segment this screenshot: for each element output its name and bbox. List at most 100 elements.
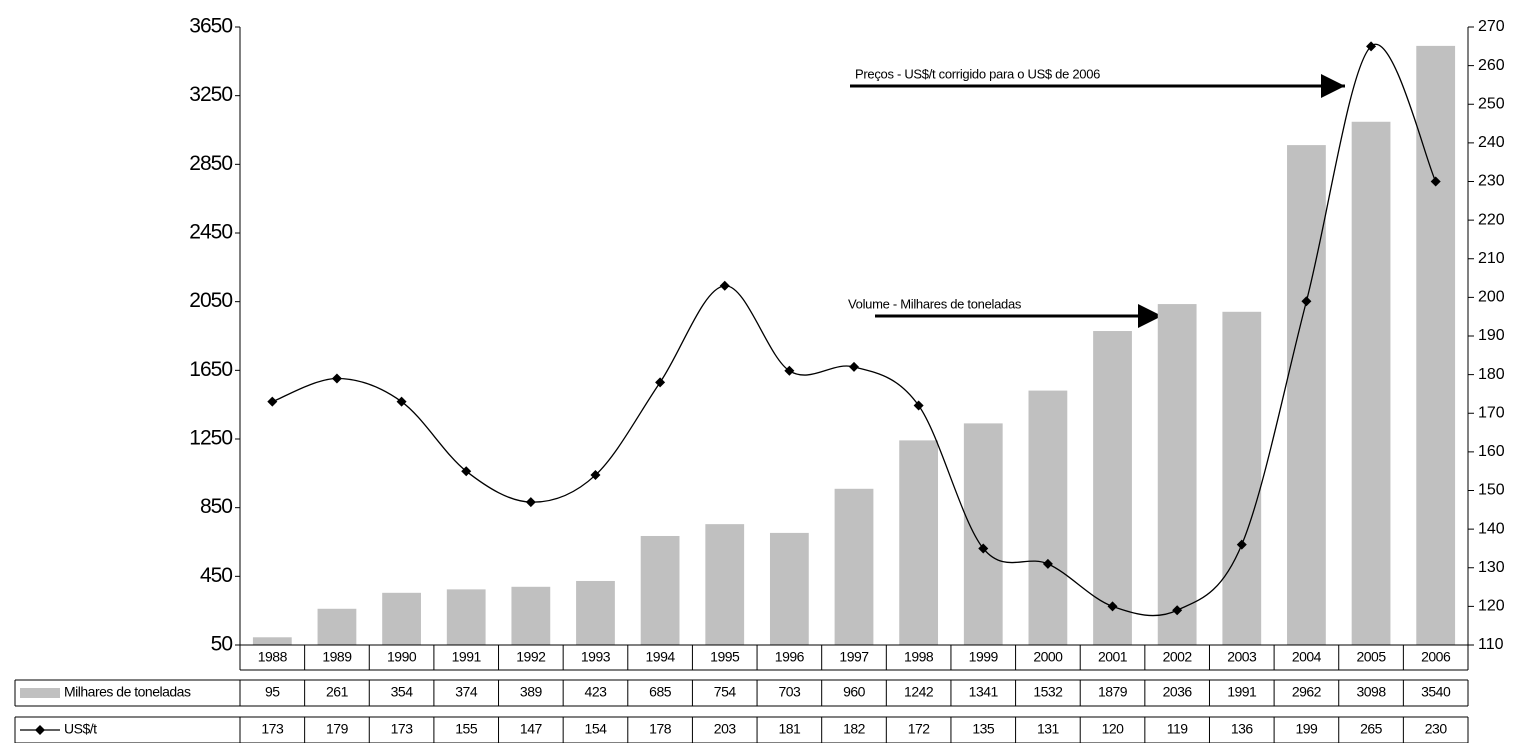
x-tick-label: 1998 xyxy=(904,649,934,665)
marker xyxy=(267,396,278,407)
x-tick-label: 2002 xyxy=(1163,649,1193,665)
marker xyxy=(396,396,407,407)
marker xyxy=(1107,601,1118,612)
marker xyxy=(461,466,472,477)
bar xyxy=(446,589,486,645)
bar xyxy=(769,532,809,645)
marker xyxy=(1430,176,1441,187)
x-tick-label: 1991 xyxy=(452,649,482,665)
marker xyxy=(913,400,924,411)
y-tick-label: 50 xyxy=(211,633,233,656)
x-tick-label: 1988 xyxy=(258,649,288,665)
table-value: 685 xyxy=(649,684,672,700)
table-value: 95 xyxy=(265,684,280,700)
y2-tick-label: 230 xyxy=(1478,173,1505,190)
legend-label: US$/t xyxy=(64,721,97,737)
table-value: 181 xyxy=(778,721,801,737)
table-value: 3540 xyxy=(1421,684,1451,700)
table-value: 1879 xyxy=(1098,684,1128,700)
table-value: 172 xyxy=(908,721,931,737)
table-value: 960 xyxy=(843,684,866,700)
annotation: Volume - Milhares de toneladas xyxy=(848,296,1022,311)
table-value: 1242 xyxy=(904,684,934,700)
marker xyxy=(655,377,666,388)
marker xyxy=(1042,558,1053,569)
table-value: 182 xyxy=(843,721,866,737)
table-value: 203 xyxy=(714,721,737,737)
bar xyxy=(1093,331,1132,645)
marker xyxy=(978,543,989,554)
x-tick-label: 2000 xyxy=(1033,649,1063,665)
y2-tick-label: 110 xyxy=(1478,636,1504,653)
y-tick-label: 1650 xyxy=(189,358,232,381)
table-value: 154 xyxy=(585,721,608,737)
table-value: 261 xyxy=(326,684,349,700)
table-value: 199 xyxy=(1295,721,1318,737)
legend-key xyxy=(35,725,45,735)
x-tick-label: 2004 xyxy=(1292,649,1322,665)
table-value: 703 xyxy=(778,684,801,700)
x-tick-label: 2003 xyxy=(1227,649,1257,665)
marker xyxy=(525,497,536,508)
y-tick-label: 450 xyxy=(200,564,232,587)
bar xyxy=(1287,145,1326,645)
y2-tick-label: 250 xyxy=(1478,95,1505,112)
table-value: 136 xyxy=(1231,721,1254,737)
bar xyxy=(899,440,939,645)
x-tick-label: 1995 xyxy=(710,649,740,665)
table-value: 173 xyxy=(261,721,284,737)
table-value: 1532 xyxy=(1033,684,1063,700)
y2-tick-label: 240 xyxy=(1478,134,1505,151)
table-value: 374 xyxy=(455,684,478,700)
table-value: 173 xyxy=(391,721,414,737)
x-tick-label: 2006 xyxy=(1421,649,1451,665)
table-value: 178 xyxy=(649,721,672,737)
x-tick-label: 2001 xyxy=(1098,649,1128,665)
table-value: 2962 xyxy=(1292,684,1322,700)
legend-key xyxy=(20,688,60,698)
x-tick-label: 1997 xyxy=(839,649,869,665)
marker xyxy=(784,365,795,376)
table-value: 3098 xyxy=(1356,684,1386,700)
marker xyxy=(849,361,859,372)
legend-label: Milhares de toneladas xyxy=(64,684,191,700)
marker xyxy=(590,470,601,481)
y-tick-label: 850 xyxy=(200,495,232,518)
bar xyxy=(1416,45,1456,645)
table-value: 754 xyxy=(714,684,737,700)
x-tick-label: 1990 xyxy=(387,649,417,665)
bar xyxy=(963,423,1003,645)
table-value: 389 xyxy=(520,684,543,700)
y-tick-label: 2050 xyxy=(189,289,232,312)
bar xyxy=(640,535,680,645)
marker xyxy=(1172,605,1183,616)
y2-tick-label: 130 xyxy=(1478,559,1505,576)
table-value: 179 xyxy=(326,721,349,737)
bar xyxy=(705,524,745,645)
table-value: 354 xyxy=(391,684,414,700)
marker xyxy=(1366,41,1377,52)
y2-tick-label: 270 xyxy=(1478,18,1505,35)
table-value: 135 xyxy=(972,721,995,737)
table-value: 423 xyxy=(585,684,608,700)
table-value: 1991 xyxy=(1227,684,1257,700)
bar xyxy=(1157,304,1197,645)
y2-tick-label: 220 xyxy=(1478,211,1505,228)
bar xyxy=(834,488,874,645)
y-tick-label: 3650 xyxy=(189,15,232,38)
x-tick-label: 2005 xyxy=(1356,649,1386,665)
bar xyxy=(382,592,421,645)
marker xyxy=(331,373,342,384)
bar xyxy=(1222,311,1262,645)
y2-tick-label: 190 xyxy=(1478,327,1505,344)
y2-tick-label: 210 xyxy=(1478,250,1505,267)
x-tick-label: 1996 xyxy=(775,649,805,665)
y2-tick-label: 160 xyxy=(1478,443,1505,460)
bar xyxy=(576,580,615,645)
y-tick-label: 2450 xyxy=(189,221,232,244)
table-value: 155 xyxy=(455,721,478,737)
y2-tick-label: 140 xyxy=(1478,520,1505,537)
table-value: 147 xyxy=(520,721,543,737)
x-tick-label: 1994 xyxy=(646,649,676,665)
